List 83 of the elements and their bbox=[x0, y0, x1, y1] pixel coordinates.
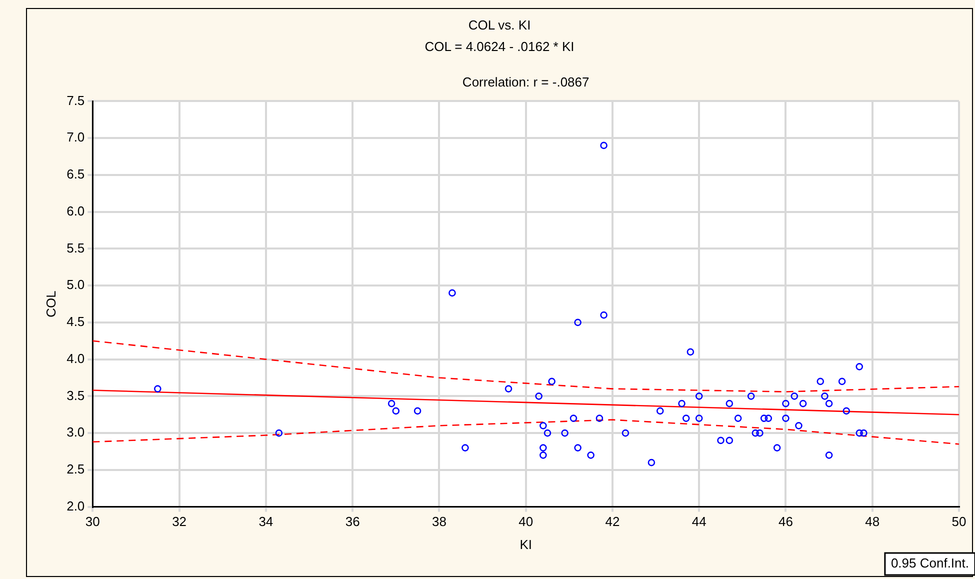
x-tick-label: 42 bbox=[605, 514, 620, 530]
y-tick-label: 4.5 bbox=[66, 314, 85, 330]
point bbox=[548, 378, 556, 386]
y-tick-label: 5.0 bbox=[66, 277, 85, 292]
point bbox=[726, 436, 734, 444]
point bbox=[752, 429, 760, 437]
point bbox=[816, 378, 824, 386]
text: 0.95 Conf.Int. bbox=[890, 556, 970, 571]
y-tick-label: 7.0 bbox=[66, 130, 85, 145]
point bbox=[760, 414, 768, 422]
point bbox=[825, 452, 833, 459]
point bbox=[540, 444, 547, 452]
point bbox=[782, 414, 790, 422]
point bbox=[462, 444, 469, 452]
x-tick-label: 44 bbox=[692, 514, 706, 530]
point bbox=[838, 378, 846, 386]
chart-subtitle: COL = 4.0624 - .0162 * KI bbox=[424, 38, 574, 54]
x-tick-label: 50 bbox=[952, 514, 966, 530]
point bbox=[574, 318, 582, 326]
point bbox=[856, 363, 864, 370]
point bbox=[154, 385, 162, 392]
point bbox=[535, 392, 542, 400]
point bbox=[860, 429, 868, 437]
point bbox=[790, 392, 798, 400]
x-tick-label: 36 bbox=[345, 514, 360, 530]
point bbox=[570, 414, 578, 422]
x-tick-label: 40 bbox=[518, 514, 534, 530]
point bbox=[648, 458, 656, 466]
point bbox=[275, 429, 283, 437]
point bbox=[795, 422, 802, 430]
point bbox=[596, 414, 604, 422]
point bbox=[574, 444, 582, 452]
x-tick-label: 46 bbox=[778, 514, 793, 530]
chart-title: COL vs. KI bbox=[468, 17, 531, 32]
y-tick-label: 2.0 bbox=[66, 498, 85, 514]
point bbox=[544, 429, 552, 437]
point bbox=[799, 400, 807, 408]
point bbox=[726, 400, 734, 408]
x-tick-label: 34 bbox=[258, 514, 274, 530]
y-axis-title: COL bbox=[43, 290, 58, 318]
y-tick-label: 3.5 bbox=[66, 388, 85, 403]
point bbox=[842, 407, 850, 415]
point bbox=[561, 429, 568, 437]
point bbox=[764, 414, 772, 422]
y-tick-label: 4.0 bbox=[66, 350, 85, 366]
point bbox=[782, 400, 790, 408]
point bbox=[540, 422, 547, 430]
y-tick-label: 5.5 bbox=[66, 240, 85, 256]
point bbox=[388, 400, 396, 408]
point bbox=[392, 407, 400, 415]
point bbox=[695, 414, 703, 422]
point bbox=[825, 400, 833, 408]
point bbox=[656, 407, 664, 415]
point bbox=[414, 407, 422, 415]
point bbox=[773, 444, 781, 452]
point bbox=[856, 429, 864, 437]
text: Correlation: r = -.0867 bbox=[462, 74, 590, 90]
point bbox=[695, 392, 703, 400]
point bbox=[600, 142, 608, 150]
x-tick-label: 32 bbox=[172, 514, 187, 530]
x-tick-label: 38 bbox=[432, 514, 446, 530]
point bbox=[504, 385, 512, 392]
point bbox=[587, 452, 594, 459]
point bbox=[756, 429, 764, 437]
point bbox=[747, 392, 755, 400]
y-tick-label: 2.5 bbox=[66, 462, 85, 477]
point bbox=[678, 400, 686, 408]
point bbox=[600, 311, 608, 319]
point bbox=[448, 289, 456, 297]
point bbox=[821, 392, 828, 400]
point bbox=[622, 429, 630, 437]
point bbox=[686, 348, 694, 356]
x-tick-label: 30 bbox=[85, 514, 100, 530]
point bbox=[682, 414, 690, 422]
y-tick-label: 7.5 bbox=[66, 92, 85, 108]
x-tick-label: 48 bbox=[865, 514, 880, 530]
point bbox=[717, 436, 724, 444]
y-tick-label: 3.0 bbox=[66, 424, 85, 440]
x-axis-title: KI bbox=[520, 536, 532, 552]
point bbox=[734, 414, 742, 422]
y-tick-label: 6.5 bbox=[66, 166, 85, 182]
point bbox=[540, 452, 547, 459]
y-tick-label: 6.0 bbox=[66, 203, 85, 218]
